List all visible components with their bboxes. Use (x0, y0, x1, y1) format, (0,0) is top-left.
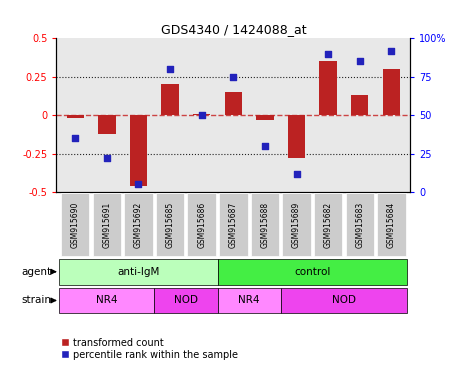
Text: control: control (294, 266, 331, 277)
Text: GSM915682: GSM915682 (324, 202, 333, 248)
Text: anti-IgM: anti-IgM (117, 266, 159, 277)
FancyBboxPatch shape (377, 193, 406, 256)
FancyBboxPatch shape (124, 193, 153, 256)
FancyBboxPatch shape (314, 193, 342, 256)
Text: GSM915689: GSM915689 (292, 202, 301, 248)
FancyBboxPatch shape (93, 193, 121, 256)
Bar (351, 95, 369, 115)
Point (135, 181, 142, 187)
Point (166, 66, 174, 72)
Point (325, 51, 332, 57)
Bar (225, 92, 242, 115)
Text: NOD: NOD (174, 295, 198, 306)
Bar (130, 115, 147, 186)
Bar (288, 115, 305, 158)
Legend: transformed count, percentile rank within the sample: transformed count, percentile rank withi… (61, 338, 238, 360)
FancyBboxPatch shape (60, 259, 218, 285)
FancyBboxPatch shape (251, 193, 279, 256)
Bar (161, 84, 179, 115)
Title: GDS4340 / 1424088_at: GDS4340 / 1424088_at (160, 23, 306, 36)
FancyBboxPatch shape (61, 193, 90, 256)
Text: GSM915685: GSM915685 (166, 202, 174, 248)
Point (71, 135, 79, 141)
Text: GSM915691: GSM915691 (102, 202, 111, 248)
Point (356, 58, 363, 65)
Text: GSM915692: GSM915692 (134, 202, 143, 248)
Text: GSM915688: GSM915688 (260, 202, 270, 248)
FancyBboxPatch shape (156, 193, 184, 256)
Bar (98, 115, 115, 134)
FancyBboxPatch shape (281, 288, 407, 313)
FancyBboxPatch shape (218, 288, 281, 313)
Text: agent: agent (22, 266, 52, 277)
Point (103, 155, 111, 161)
Bar (256, 115, 273, 120)
FancyBboxPatch shape (346, 193, 374, 256)
Text: GSM915687: GSM915687 (229, 202, 238, 248)
Text: GSM915683: GSM915683 (356, 202, 364, 248)
FancyBboxPatch shape (282, 193, 311, 256)
Text: GSM915690: GSM915690 (71, 202, 80, 248)
FancyBboxPatch shape (188, 193, 216, 256)
Text: NR4: NR4 (238, 295, 260, 306)
Text: NOD: NOD (332, 295, 356, 306)
Point (229, 74, 237, 80)
Point (261, 143, 269, 149)
FancyBboxPatch shape (154, 288, 218, 313)
Point (293, 170, 300, 177)
Bar (383, 69, 400, 115)
Bar (319, 61, 337, 115)
Bar (67, 115, 84, 118)
Text: GSM915686: GSM915686 (197, 202, 206, 248)
FancyBboxPatch shape (218, 259, 407, 285)
FancyBboxPatch shape (219, 193, 248, 256)
FancyBboxPatch shape (60, 288, 154, 313)
Point (388, 48, 395, 54)
Point (198, 112, 205, 118)
Text: strain: strain (22, 295, 52, 306)
Bar (193, 114, 211, 115)
Text: NR4: NR4 (96, 295, 118, 306)
Text: GSM915684: GSM915684 (387, 202, 396, 248)
